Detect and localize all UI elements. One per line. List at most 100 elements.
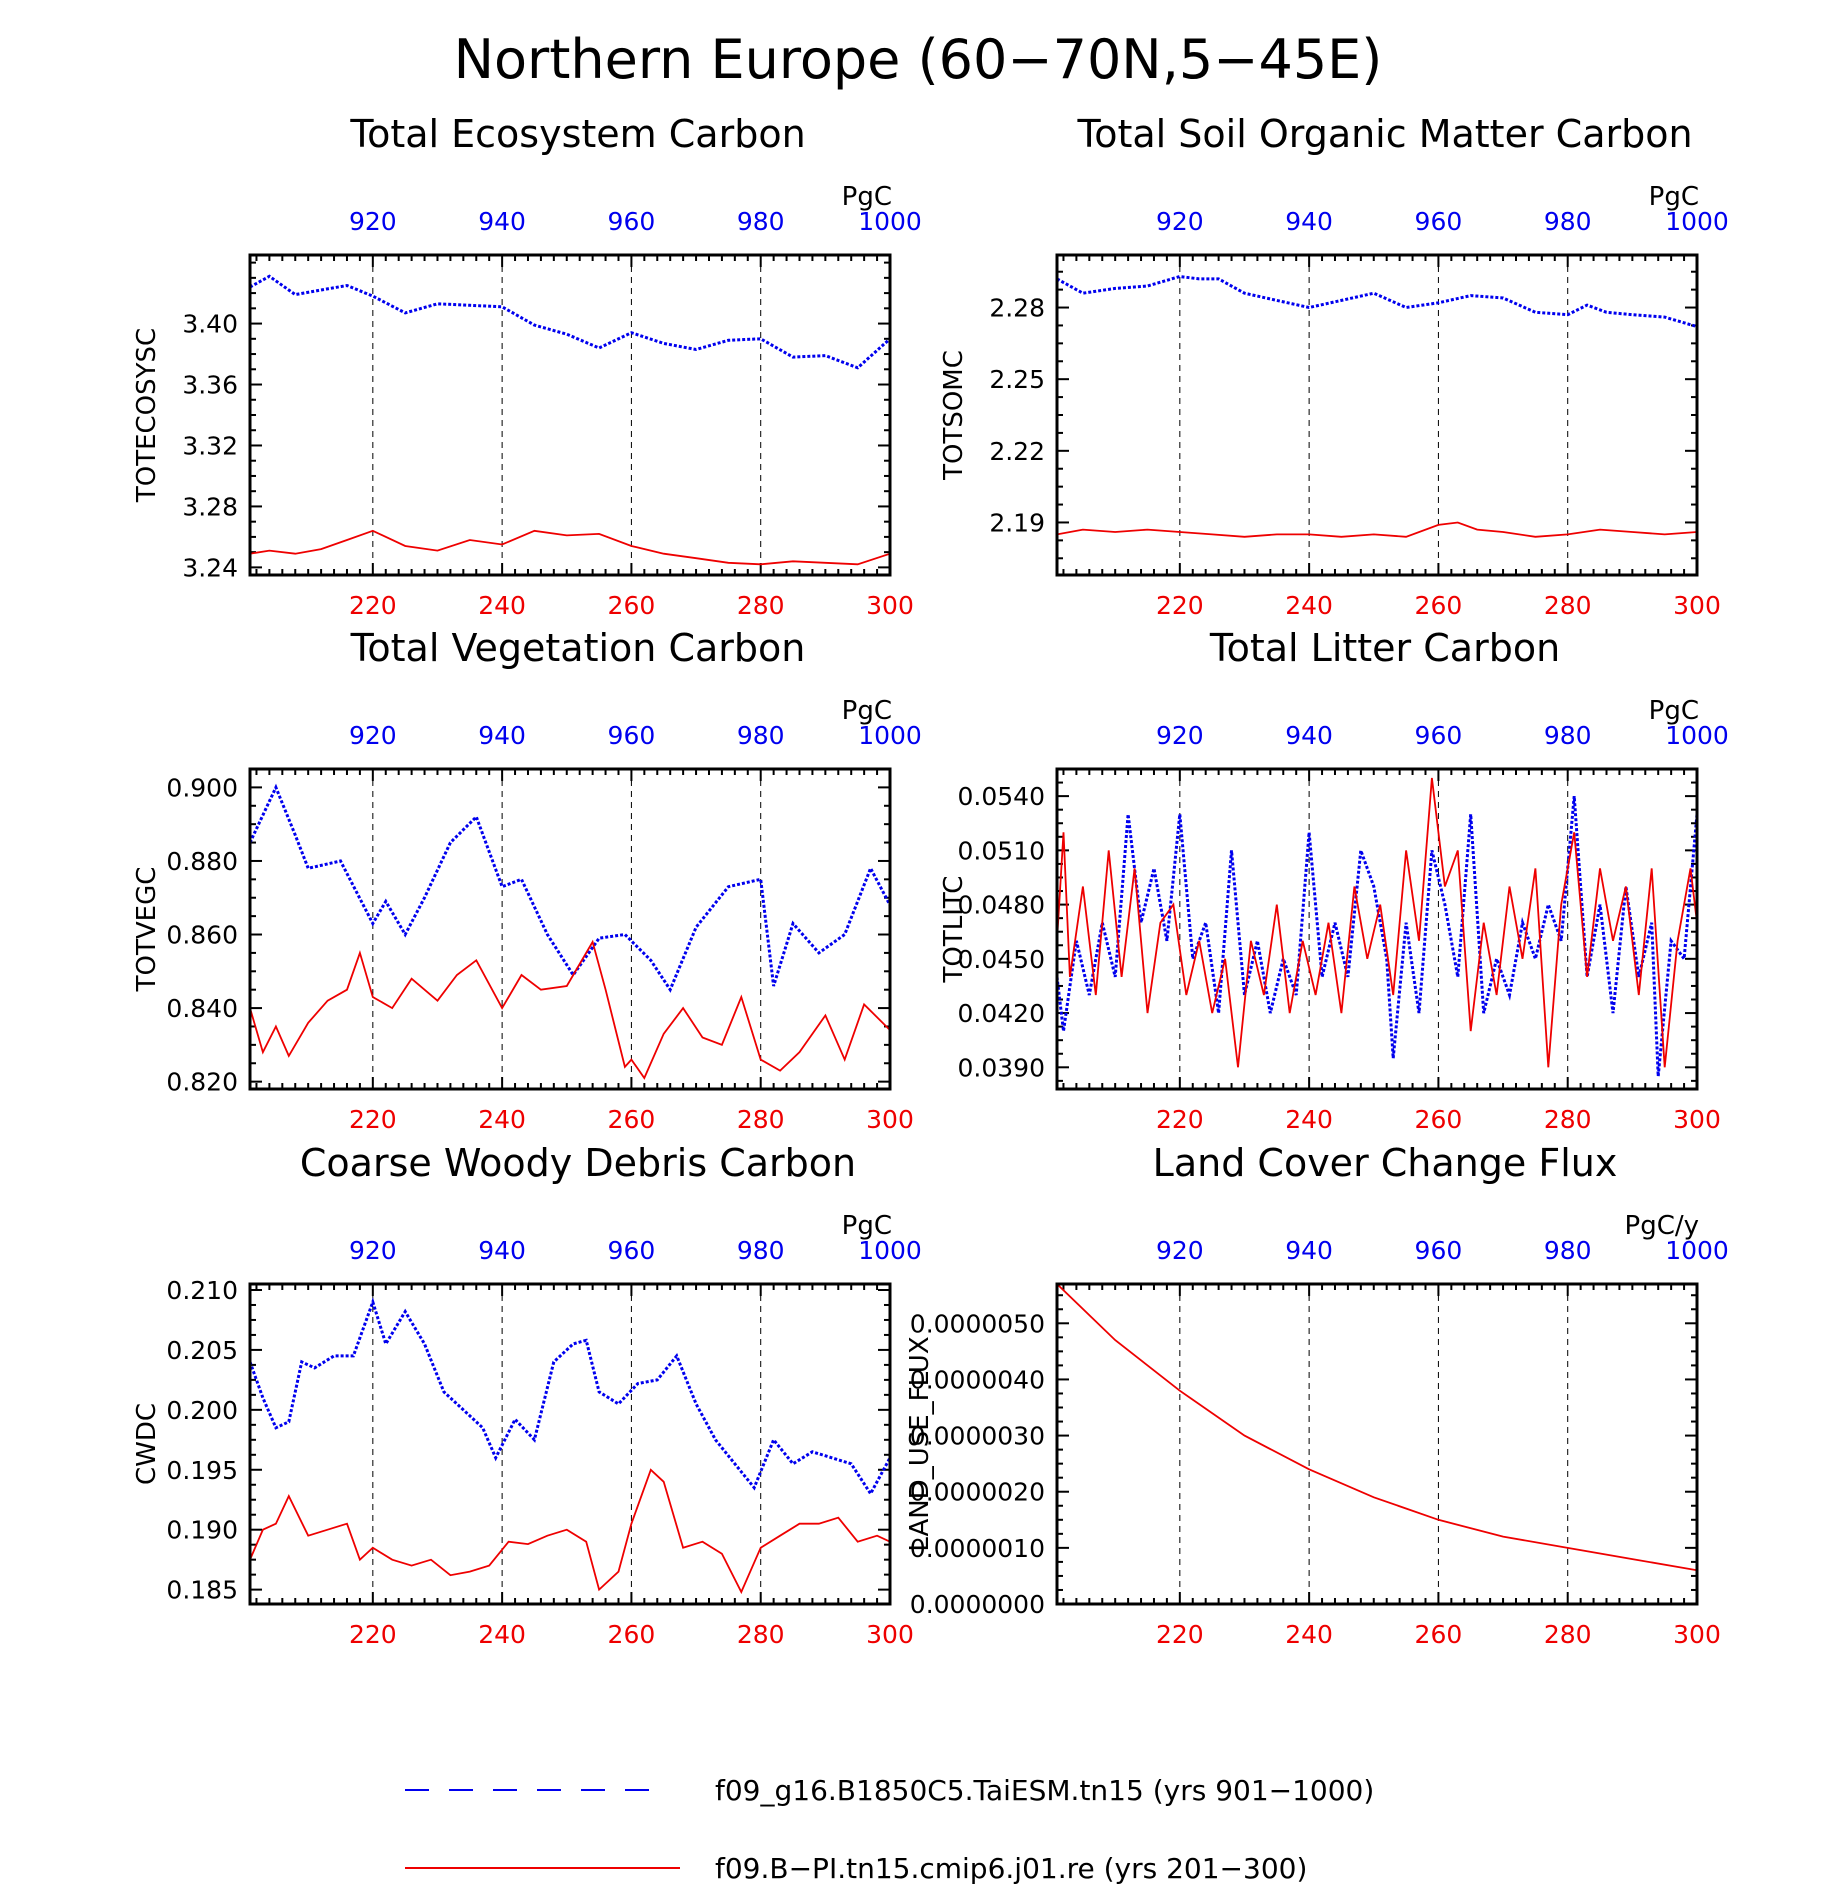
x-tick-label-top: 920	[349, 1236, 397, 1265]
y-tick-label: 0.900	[166, 773, 238, 802]
chart-panel: Coarse Woody Debris Carbon PgC 220 240 260 28…	[132, 1141, 922, 1649]
x-tick-label-top: 1000	[1665, 207, 1729, 236]
x-tick-label-top: 960	[1415, 721, 1463, 750]
x-tick-label-top: 980	[737, 1236, 785, 1265]
series-line-blue	[250, 274, 890, 370]
y-tick-label: 3.32	[182, 431, 238, 460]
series-line-red	[250, 529, 890, 566]
x-tick-label-top: 980	[1544, 207, 1592, 236]
y-tick-label: 2.19	[989, 508, 1045, 537]
plot-frame	[1055, 1282, 1699, 1606]
x-tick-label-top: 940	[1285, 207, 1333, 236]
x-tick-label-top: 1000	[858, 207, 922, 236]
x-tick-label-top: 940	[478, 721, 526, 750]
y-tick-label: 0.210	[166, 1276, 238, 1305]
x-tick-label-top: 920	[1156, 721, 1204, 750]
y-tick-label: 0.0000040	[910, 1365, 1045, 1394]
y-tick-label: 2.28	[989, 294, 1045, 323]
series-line-blue	[250, 783, 890, 993]
x-tick-label-bottom: 280	[737, 1105, 785, 1134]
plot-frame	[248, 767, 892, 1091]
x-tick-label-bottom: 220	[349, 1105, 397, 1134]
panels: Total Ecosystem Carbon PgC 220 240 260 280 300…	[132, 112, 1729, 1649]
y-tick-label: 0.0480	[958, 891, 1045, 920]
plot-frame	[248, 1282, 892, 1606]
legend: f09_g16.B1850C5.TaiESM.tn15 (yrs 901−100…	[405, 1774, 1374, 1885]
y-axis-label: LAND_USE_FLUX	[905, 1336, 935, 1551]
x-tick-label-top: 960	[608, 721, 656, 750]
y-tick-label: 0.840	[166, 994, 238, 1023]
figure-title: Northern Europe (60−70N,5−45E)	[454, 28, 1383, 91]
x-tick-label-top: 960	[608, 207, 656, 236]
x-tick-label-bottom: 260	[1415, 591, 1463, 620]
series-line-red	[250, 939, 890, 1080]
y-tick-label: 0.0510	[958, 836, 1045, 865]
series-line-red	[250, 1468, 890, 1595]
x-tick-label-bottom: 260	[608, 1105, 656, 1134]
x-tick-label-top: 920	[1156, 1236, 1204, 1265]
x-tick-label-top: 920	[349, 207, 397, 236]
plot-frame	[1055, 253, 1699, 577]
x-tick-label-bottom: 240	[1285, 1105, 1333, 1134]
x-tick-label-bottom: 260	[608, 1620, 656, 1649]
x-tick-label-bottom: 300	[866, 1105, 914, 1134]
y-tick-label: 0.205	[166, 1336, 238, 1365]
x-tick-label-top: 1000	[858, 1236, 922, 1265]
units-label: PgC	[842, 1211, 892, 1241]
chart-panel: Total Soil Organic Matter Carbon PgC 220 24…	[939, 112, 1729, 620]
legend-label-blue: f09_g16.B1850C5.TaiESM.tn15 (yrs 901−100…	[715, 1774, 1374, 1807]
x-tick-label-bottom: 220	[349, 1620, 397, 1649]
x-tick-label-bottom: 300	[1673, 1620, 1721, 1649]
y-tick-label: 2.22	[989, 437, 1045, 466]
y-tick-label: 0.0450	[958, 945, 1045, 974]
x-tick-label-bottom: 280	[1544, 1620, 1592, 1649]
y-tick-label: 0.0540	[958, 782, 1045, 811]
panel-title: Total Vegetation Carbon	[350, 626, 806, 670]
y-axis-label: TOTLITC	[939, 876, 969, 984]
units-label: PgC	[1649, 696, 1699, 726]
x-tick-label-top: 960	[1415, 1236, 1463, 1265]
y-tick-label: 3.40	[182, 310, 238, 339]
series-line-red	[1057, 521, 1697, 538]
x-tick-label-bottom: 220	[1156, 1620, 1204, 1649]
panel-title: Total Ecosystem Carbon	[349, 112, 805, 156]
x-tick-label-top: 980	[1544, 1236, 1592, 1265]
x-tick-label-top: 940	[1285, 721, 1333, 750]
x-tick-label-bottom: 300	[866, 591, 914, 620]
series-line-blue	[250, 1297, 890, 1497]
y-tick-label: 0.860	[166, 921, 238, 950]
panel-title: Coarse Woody Debris Carbon	[300, 1141, 856, 1185]
units-label: PgC/y	[1625, 1211, 1699, 1241]
y-tick-label: 3.36	[182, 371, 238, 400]
x-tick-label-top: 960	[608, 1236, 656, 1265]
y-tick-label: 0.190	[166, 1516, 238, 1545]
x-tick-label-bottom: 260	[1415, 1105, 1463, 1134]
y-tick-label: 0.185	[166, 1576, 238, 1605]
panel-title: Total Litter Carbon	[1209, 626, 1560, 670]
x-tick-label-top: 960	[1415, 207, 1463, 236]
x-tick-label-bottom: 280	[737, 1620, 785, 1649]
x-tick-label-bottom: 220	[349, 591, 397, 620]
x-tick-label-top: 940	[478, 207, 526, 236]
x-tick-label-top: 1000	[1665, 1236, 1729, 1265]
x-tick-label-bottom: 300	[866, 1620, 914, 1649]
y-tick-label: 0.880	[166, 847, 238, 876]
y-tick-label: 0.0000050	[910, 1309, 1045, 1338]
x-tick-label-bottom: 280	[1544, 591, 1592, 620]
chart-panel: Total Vegetation Carbon PgC 220 240 260 280 30…	[132, 626, 922, 1134]
y-tick-label: 0.200	[166, 1396, 238, 1425]
x-tick-label-bottom: 240	[478, 1620, 526, 1649]
x-tick-label-bottom: 240	[1285, 1620, 1333, 1649]
units-label: PgC	[842, 182, 892, 212]
series-line-red	[1057, 777, 1697, 1068]
x-tick-label-bottom: 300	[1673, 1105, 1721, 1134]
y-axis-label: TOTVEGC	[132, 867, 162, 993]
x-tick-label-bottom: 240	[478, 591, 526, 620]
units-label: PgC	[1649, 182, 1699, 212]
x-tick-label-bottom: 220	[1156, 1105, 1204, 1134]
x-tick-label-top: 920	[349, 721, 397, 750]
series-line-red	[1057, 1284, 1697, 1572]
y-tick-label: 0.820	[166, 1068, 238, 1097]
